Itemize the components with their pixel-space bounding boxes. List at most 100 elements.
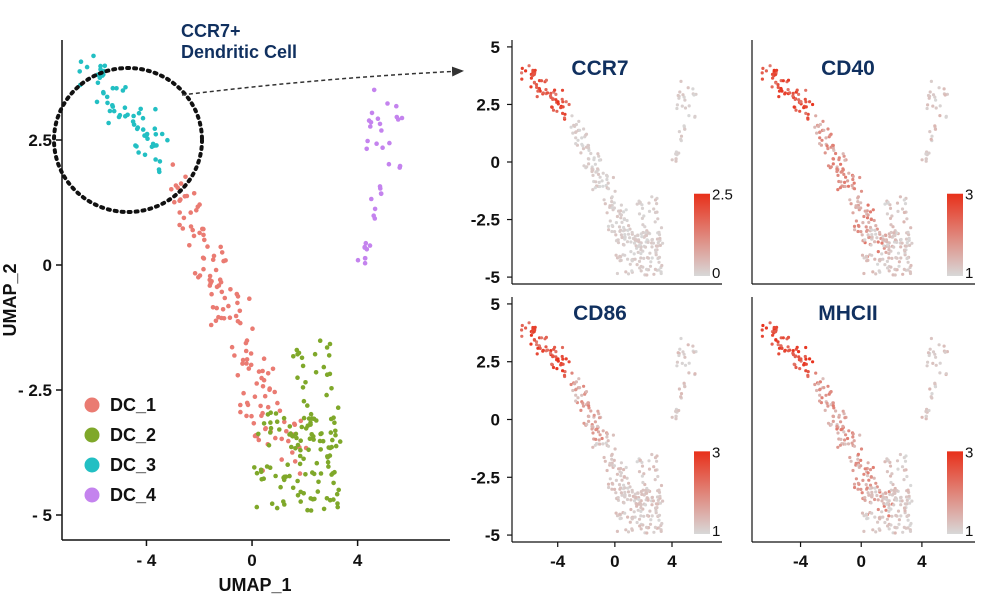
cd40-expression-point xyxy=(944,114,948,118)
cd86-panel-title: CD86 xyxy=(573,302,627,325)
cd86-expression-point xyxy=(578,386,582,390)
cd86-expression-point xyxy=(645,531,649,535)
legend-swatch-dc-2 xyxy=(84,427,100,443)
main-point-dc-1 xyxy=(194,208,199,213)
cd86-expression-point xyxy=(561,362,565,366)
main-point-dc-1 xyxy=(252,394,258,400)
cd40-expression-point xyxy=(883,202,887,206)
main-point-dc-1 xyxy=(240,361,245,366)
cd40-expression-point xyxy=(846,179,850,183)
cd40-expression-point xyxy=(764,69,769,73)
cd40-expression-point xyxy=(899,256,903,260)
ccr7-expression-point xyxy=(574,136,578,140)
cd40-expression-point xyxy=(884,250,888,254)
mhcii-expression-point xyxy=(887,503,891,507)
ccr7-expression-point xyxy=(639,256,643,260)
cd86-expression-point xyxy=(635,460,639,464)
mhcii-expression-point xyxy=(888,492,892,496)
cd86-expression-point xyxy=(574,399,578,403)
mhcii-expression-point xyxy=(825,401,829,405)
cd86-y-tick-label: -2.5 xyxy=(471,468,500,487)
cd86-expression-point xyxy=(637,517,642,521)
cd86-expression-point xyxy=(610,457,614,461)
mhcii-expression-point xyxy=(883,520,887,525)
cd40-expression-point xyxy=(811,102,815,107)
mhcii-expression-point xyxy=(831,404,835,408)
ccr7-expression-point xyxy=(632,241,637,245)
main-point-dc-1 xyxy=(201,226,206,232)
cd40-expression-point xyxy=(867,220,871,224)
ccr7-expression-point xyxy=(639,245,643,249)
cd86-expression-point xyxy=(675,364,679,368)
mhcii-expression-point xyxy=(870,486,874,490)
cd86-expression-point xyxy=(610,481,614,485)
cd86-expression-point xyxy=(594,437,598,441)
main-point-dc-3 xyxy=(107,108,113,114)
cd86-expression-point xyxy=(601,429,605,433)
ccr7-expression-point xyxy=(591,188,595,192)
cd40-expression-point xyxy=(843,184,847,189)
ccr7-expression-point xyxy=(567,102,571,107)
cd40-expression-point xyxy=(786,88,790,92)
cd40-expression-point xyxy=(804,100,808,104)
mhcii-expression-point xyxy=(842,430,846,434)
main-y-axis-title: UMAP_2 xyxy=(0,263,20,336)
main-point-dc-1 xyxy=(254,381,259,386)
mhcii-expression-point xyxy=(854,477,859,481)
main-point-dc-1 xyxy=(220,307,226,312)
main-point-dc-2 xyxy=(308,411,314,417)
cd86-expression-point xyxy=(640,464,645,468)
cd40-expression-point xyxy=(839,170,843,174)
main-point-dc-1 xyxy=(243,348,249,354)
ccr7-expression-point xyxy=(606,187,611,191)
mhcii-expression-point xyxy=(933,384,938,389)
main-point-dc-4 xyxy=(363,240,369,246)
mhcii-expression-point xyxy=(804,369,808,373)
cd86-expression-point xyxy=(647,467,652,471)
ccr7-expression-point xyxy=(691,87,695,91)
cd40-expression-point xyxy=(908,243,912,247)
cd40-expression-point xyxy=(906,260,910,264)
cd86-expression-point xyxy=(589,409,593,413)
cd40-expression-point xyxy=(804,111,808,115)
ccr7-expression-point xyxy=(687,104,691,108)
cd40-expression-point xyxy=(794,108,798,112)
cd86-expression-point xyxy=(641,523,645,527)
ccr7-expression-point xyxy=(602,198,606,202)
cd86-expression-point xyxy=(614,478,619,482)
main-point-dc-2 xyxy=(334,491,340,497)
main-point-dc-1 xyxy=(197,273,203,278)
cd86-expression-point xyxy=(561,357,565,361)
mhcii-expression-point xyxy=(856,452,861,456)
mhcii-expression-point xyxy=(902,468,907,472)
main-point-dc-2 xyxy=(294,435,299,441)
cd86-expression-point xyxy=(614,511,618,515)
cd86-expression-point xyxy=(541,348,545,352)
cd40-expression-point xyxy=(791,94,795,98)
cd86-expression-point xyxy=(615,514,620,518)
ccr7-expression-point xyxy=(597,158,602,162)
cd86-expression-point xyxy=(655,502,659,506)
cd40-expression-point xyxy=(888,216,893,220)
legend-swatch-dc-1 xyxy=(84,397,100,413)
cd86-expression-point xyxy=(657,514,661,518)
cd40-expression-point xyxy=(770,85,774,89)
cd86-expression-point xyxy=(602,455,606,460)
main-point-dc-1 xyxy=(197,202,202,207)
cd40-expression-point xyxy=(896,209,900,213)
cd40-expression-point xyxy=(779,86,783,91)
ccr7-expression-point xyxy=(634,238,638,242)
main-point-dc-1 xyxy=(272,389,278,395)
cd40-expression-point xyxy=(933,127,938,131)
main-point-dc-2 xyxy=(335,504,341,510)
mhcii-expression-point xyxy=(836,445,840,449)
main-point-dc-1 xyxy=(261,377,267,383)
cd40-expression-point xyxy=(887,245,891,249)
cd40-expression-point xyxy=(943,93,947,97)
main-point-dc-2 xyxy=(308,422,313,427)
cd40-expression-point xyxy=(842,172,846,176)
cd40-expression-point xyxy=(893,273,897,277)
cd40-expression-point xyxy=(928,130,932,134)
main-point-dc-2 xyxy=(281,499,286,504)
mhcii-expression-point xyxy=(933,381,937,385)
